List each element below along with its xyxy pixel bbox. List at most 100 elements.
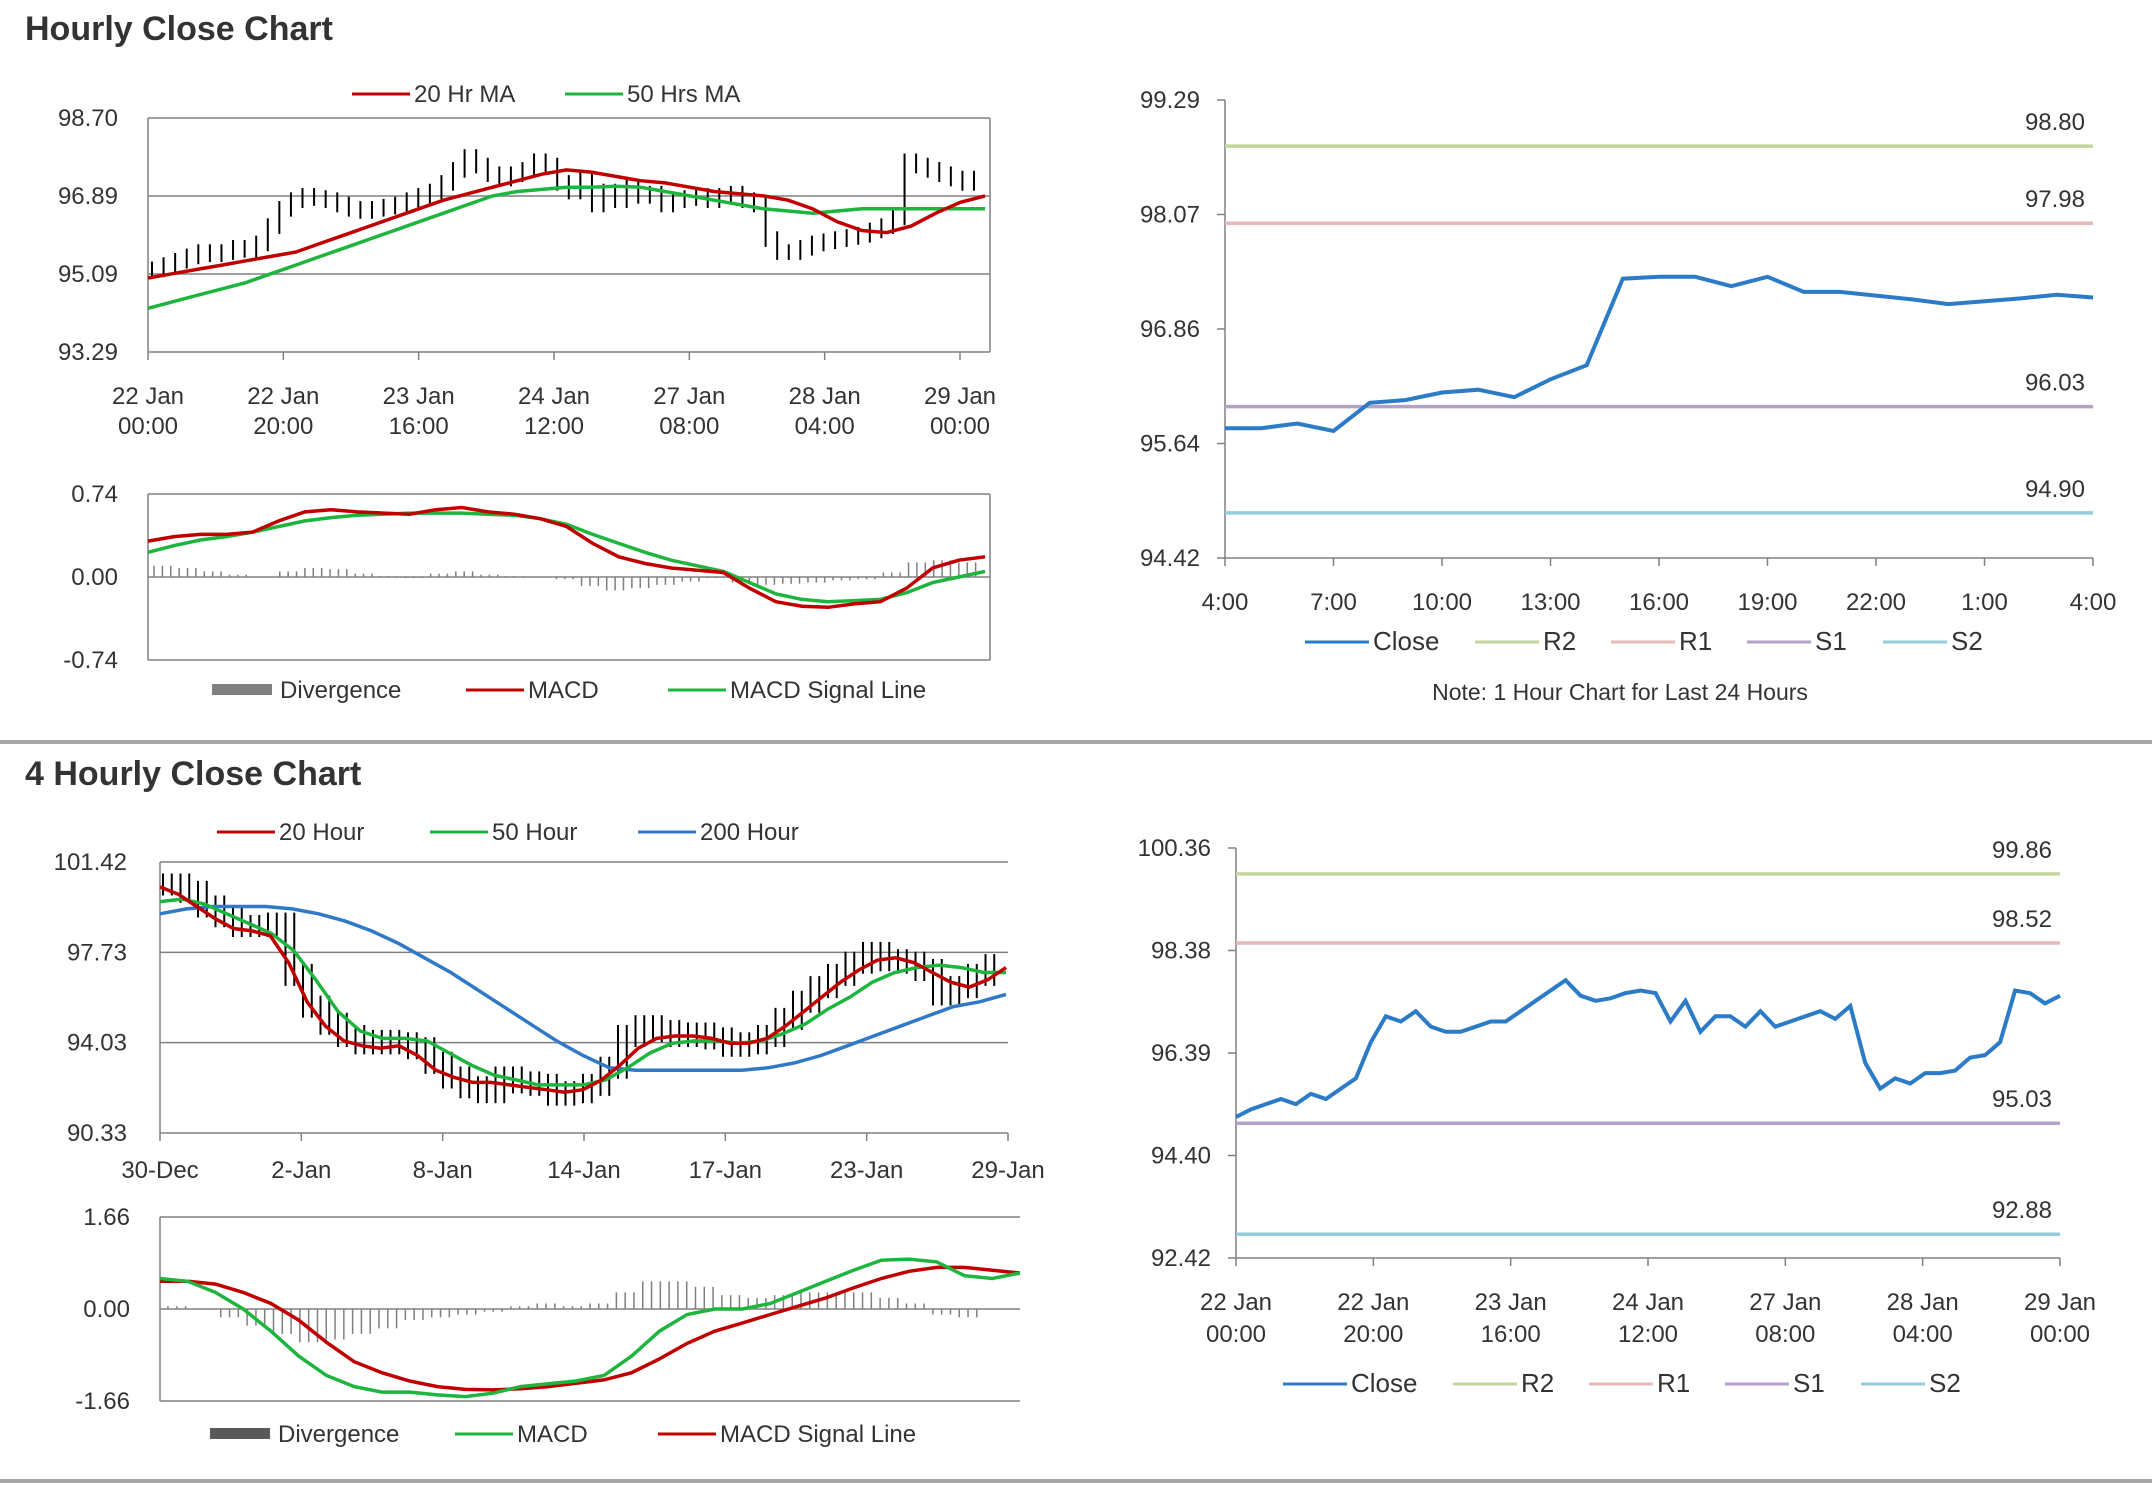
h-close-level-r1-label: 97.98 (2025, 186, 2085, 213)
h-macd-legend-macd-label: MACD (528, 677, 599, 704)
w-close-xtick-date: 22 Jan (1337, 1289, 1409, 1316)
h-close-xtick: 22:00 (1846, 589, 1906, 616)
h-close-level-s2-label: 94.90 (2025, 476, 2085, 503)
h-price-ma20-line (147, 168, 986, 280)
h-price-xtick-time: 20:00 (253, 413, 313, 440)
h-price-ytick: 93.29 (58, 339, 118, 366)
f-price-xtick: 30-Dec (121, 1157, 198, 1184)
h-price-xtick-date: 23 Jan (383, 383, 455, 410)
h-price-xtick-date: 28 Jan (789, 383, 861, 410)
w-close-xtick-time: 16:00 (1481, 1321, 1541, 1348)
h-close-ytick: 96.86 (1140, 316, 1200, 343)
w-close-xtick-date: 23 Jan (1475, 1289, 1547, 1316)
w-close-level-r2-label: 99.86 (1992, 837, 2052, 864)
w-close-legend-r1-label: R1 (1657, 1368, 1690, 1398)
h-close-xtick: 19:00 (1737, 589, 1797, 616)
w-close-legend-r2-label: R2 (1521, 1368, 1554, 1398)
h-close-legend-s1-label: S1 (1815, 626, 1847, 656)
w-close-xtick-date: 22 Jan (1200, 1289, 1272, 1316)
h-close-xtick: 10:00 (1412, 589, 1472, 616)
w-close-xtick-time: 00:00 (2030, 1321, 2090, 1348)
h-close-xtick: 7:00 (1310, 589, 1357, 616)
f-price-xtick: 2-Jan (271, 1157, 331, 1184)
f-macd-legend-macd-label: MACD (517, 1421, 588, 1448)
h-close-ytick: 98.07 (1140, 202, 1200, 229)
w-close-ytick: 98.38 (1151, 938, 1211, 965)
f-macd-legend-signal-label: MACD Signal Line (720, 1421, 916, 1448)
f-price-ma20-line (159, 885, 1007, 1094)
w-close-ytick: 100.36 (1138, 835, 1211, 862)
h-price-ytick: 98.70 (58, 105, 118, 132)
f-price-ytick: 97.73 (67, 939, 127, 966)
h-close-xtick: 4:00 (2070, 589, 2117, 616)
f-price-xtick: 14-Jan (547, 1157, 620, 1184)
f-price-xtick: 23-Jan (830, 1157, 903, 1184)
h-close-note: Note: 1 Hour Chart for Last 24 Hours (1432, 679, 1808, 705)
w-close-xtick-date: 27 Jan (1749, 1289, 1821, 1316)
h-price-xtick-date: 22 Jan (247, 383, 319, 410)
w-close-legend-s2-label: S2 (1929, 1368, 1961, 1398)
h-price-xtick-date: 22 Jan (112, 383, 184, 410)
h-close-legend-close-label: Close (1373, 626, 1439, 656)
w-close-legend-close-label: Close (1351, 1368, 1417, 1398)
w-close-xtick-time: 08:00 (1755, 1321, 1815, 1348)
w-close-xtick-date: 24 Jan (1612, 1289, 1684, 1316)
h-close-ytick: 99.29 (1140, 87, 1200, 114)
h-macd-legend-divergence-label: Divergence (280, 677, 401, 704)
f-price-ytick: 94.03 (67, 1030, 127, 1057)
f-price-xtick: 29-Jan (971, 1157, 1044, 1184)
h-price-legend-ma20-label: 20 Hr MA (414, 81, 515, 108)
f-macd-signal-line (160, 1265, 1021, 1392)
w-close-level-s1-label: 95.03 (1992, 1086, 2052, 1113)
h-macd-ytick: -0.74 (63, 647, 118, 674)
h-price-xtick-time: 00:00 (118, 413, 178, 440)
h-price-xtick-time: 12:00 (524, 413, 584, 440)
w-close-xtick-time: 12:00 (1618, 1321, 1678, 1348)
h-close-level-r2-label: 98.80 (2025, 109, 2085, 136)
f-macd-ytick: -1.66 (75, 1388, 130, 1415)
w-close-level-s2-label: 92.88 (1992, 1197, 2052, 1224)
f-macd-legend-divergence-label: Divergence (278, 1421, 399, 1448)
w-close-xtick-time: 00:00 (1206, 1321, 1266, 1348)
h-close-level-s1-label: 96.03 (2025, 370, 2085, 397)
h-price-xtick-date: 24 Jan (518, 383, 590, 410)
f-price-xtick: 8-Jan (413, 1157, 473, 1184)
h-price-legend-ma50-label: 50 Hrs MA (627, 81, 740, 108)
f-macd-ytick: 1.66 (83, 1204, 130, 1231)
w-close-ytick: 92.42 (1151, 1245, 1211, 1272)
w-close-level-r1-label: 98.52 (1992, 906, 2052, 933)
f-macd-legend-divergence-swatch (210, 1428, 270, 1439)
h-macd-ytick: 0.00 (71, 564, 118, 591)
h-macd-ytick: 0.74 (71, 481, 118, 508)
f-price-legend-ma50-label: 50 Hour (492, 819, 577, 846)
f-price-xtick: 17-Jan (689, 1157, 762, 1184)
h-close-legend-r1-label: R1 (1679, 626, 1712, 656)
h-macd-signal-line (147, 511, 986, 604)
h-price-xtick-time: 04:00 (795, 413, 855, 440)
h-price-xtick-time: 16:00 (389, 413, 449, 440)
w-close-close-line (1235, 977, 2061, 1119)
section-divider (0, 740, 2152, 744)
h-price-ytick: 96.89 (58, 183, 118, 210)
f-price-ma50-line (159, 897, 1006, 1087)
w-close-ytick: 94.40 (1151, 1143, 1211, 1170)
f-price-ytick: 101.42 (54, 849, 127, 876)
h-macd-macd-line (147, 505, 986, 610)
w-close-xtick-date: 28 Jan (1887, 1289, 1959, 1316)
h-price-ma50-line (147, 184, 985, 310)
h-price-xtick-date: 29 Jan (924, 383, 996, 410)
w-close-xtick-time: 04:00 (1893, 1321, 1953, 1348)
h-close-xtick: 16:00 (1629, 589, 1689, 616)
w-close-xtick-time: 20:00 (1343, 1321, 1403, 1348)
h-close-xtick: 4:00 (1202, 589, 1249, 616)
h-close-close-line (1225, 274, 2094, 434)
h-price-ytick: 95.09 (58, 261, 118, 288)
hourly-section-title: Hourly Close Chart (25, 10, 333, 48)
f-macd-macd-line (159, 1257, 1021, 1399)
four-hourly-section-title: 4 Hourly Close Chart (25, 755, 362, 793)
h-close-legend-r2-label: R2 (1543, 626, 1576, 656)
h-price-xtick-time: 08:00 (659, 413, 719, 440)
h-close-ytick: 95.64 (1140, 431, 1200, 458)
f-price-legend-ma200-label: 200 Hour (700, 819, 799, 846)
